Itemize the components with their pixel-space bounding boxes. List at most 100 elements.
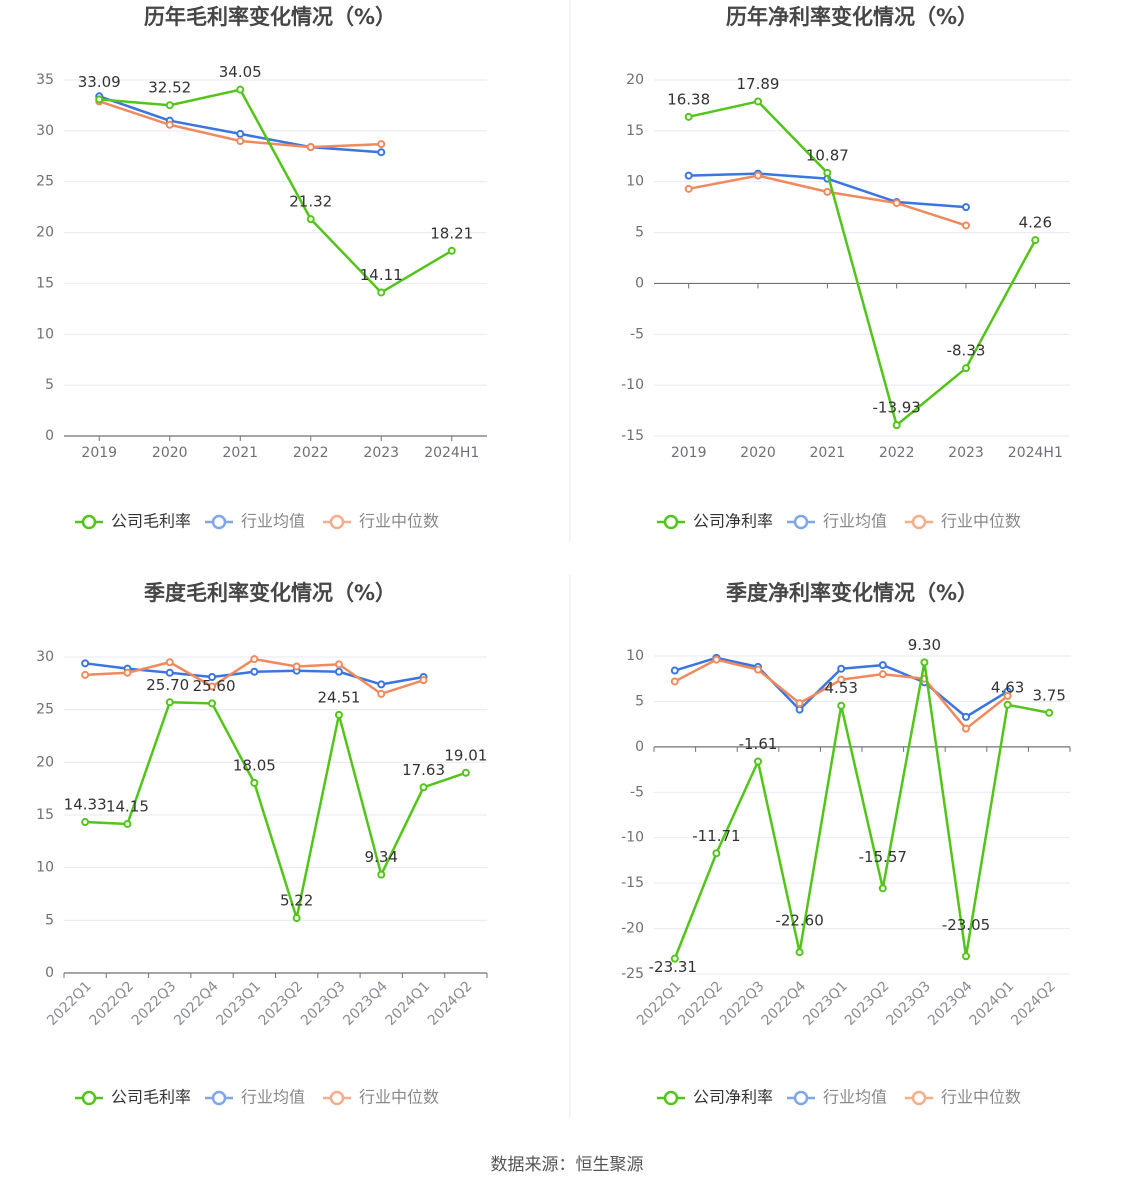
data-point [1045, 708, 1054, 717]
x-tick-label: 2022 [293, 445, 329, 461]
data-point [377, 148, 386, 157]
data-point [795, 948, 804, 957]
data-point [165, 658, 174, 667]
legend-marker [911, 1090, 927, 1106]
legend-item-3[interactable]: 行业中位数 [323, 512, 439, 531]
legend-marker [663, 1090, 679, 1106]
data-point [377, 680, 386, 689]
y-tick-label: 30 [36, 123, 54, 139]
x-tick-label: 2023 [948, 445, 984, 461]
data-label: 4.63 [991, 678, 1024, 696]
legend-item-2[interactable]: 行业均值 [205, 1088, 305, 1107]
data-point [837, 664, 846, 673]
y-tick-label: 15 [36, 807, 54, 823]
data-label: 5.22 [280, 892, 313, 910]
data-point [837, 701, 846, 710]
chart-panel-2: 历年净利率变化情况（%） -15 -10 -5 0 5 10 15 20 2019 2020 2021… [621, 5, 1070, 531]
data-point [292, 914, 301, 923]
data-point [962, 952, 970, 961]
legend-label: 行业均值 [241, 1088, 305, 1107]
legend-item-2[interactable]: 行业均值 [787, 512, 887, 531]
legend-marker [329, 514, 345, 530]
legend-item-1[interactable]: 公司净利率 [657, 1088, 773, 1107]
y-tick-label: 5 [45, 912, 54, 928]
data-label: -13.93 [872, 399, 920, 417]
data-point [208, 682, 217, 691]
chart-title: 季度毛利率变化情况（%） [144, 581, 396, 605]
data-point [712, 655, 721, 664]
y-tick-label: -10 [621, 377, 644, 393]
y-tick-label: 10 [626, 648, 644, 664]
legend-label: 公司净利率 [693, 512, 773, 531]
x-tick-label: 2023Q3 [298, 978, 349, 1029]
legend-item-1[interactable]: 公司净利率 [657, 512, 773, 531]
data-point [670, 677, 679, 686]
data-label: 17.89 [737, 75, 780, 93]
legend-item-2[interactable]: 行业均值 [787, 1088, 887, 1107]
legend-marker [329, 1090, 345, 1106]
legend-label: 行业均值 [823, 1088, 887, 1107]
y-tick-label: 10 [36, 326, 54, 342]
data-point [419, 676, 428, 685]
y-tick-label: 10 [36, 860, 54, 876]
legend-item-3[interactable]: 行业中位数 [323, 1088, 439, 1107]
data-point [754, 171, 762, 180]
x-tick-label: 2023Q4 [340, 978, 391, 1029]
data-point [306, 215, 315, 224]
data-point [419, 783, 428, 792]
y-tick-label: 5 [635, 225, 644, 241]
legend-label: 行业中位数 [941, 1088, 1021, 1107]
data-label: 24.51 [317, 688, 360, 706]
legend-item-3[interactable]: 行业中位数 [905, 512, 1021, 531]
data-label: 25.60 [193, 677, 236, 695]
data-label: 10.87 [806, 146, 849, 164]
data-label: -1.61 [739, 735, 778, 753]
x-tick-label: 2022Q1 [44, 978, 95, 1029]
legend-marker [911, 514, 927, 530]
data-label: 25.70 [146, 676, 189, 694]
data-label: 33.09 [78, 73, 121, 91]
y-tick-label: 0 [635, 275, 644, 291]
data-point [892, 199, 901, 208]
legend-marker [793, 1090, 809, 1106]
data-label: 9.30 [908, 636, 941, 654]
y-tick-label: 20 [36, 225, 54, 241]
data-point [81, 670, 90, 679]
data-label: -15.57 [859, 848, 907, 866]
legend-item-3[interactable]: 行业中位数 [905, 1088, 1021, 1107]
y-tick-label: 25 [36, 174, 54, 190]
legend-item-2[interactable]: 行业均值 [205, 512, 305, 531]
data-point [377, 140, 386, 149]
y-tick-label: -5 [630, 784, 644, 800]
data-label: 14.15 [106, 797, 149, 815]
x-tick-label: 2024Q2 [425, 978, 476, 1029]
data-point [962, 712, 970, 721]
data-label: 18.05 [233, 756, 276, 774]
data-label: 14.11 [360, 266, 403, 284]
series-line-1 [85, 701, 467, 920]
y-tick-label: -15 [621, 875, 644, 891]
data-point [165, 698, 174, 707]
legend-item-1[interactable]: 公司毛利率 [75, 512, 191, 531]
y-tick-label: -5 [630, 326, 644, 342]
data-label: 4.26 [1019, 214, 1052, 232]
y-tick-label: 25 [36, 702, 54, 718]
y-tick-label: 10 [626, 174, 644, 190]
legend-label: 行业均值 [823, 512, 887, 531]
series-line-3 [688, 174, 967, 227]
x-tick-label: 2022Q4 [759, 978, 810, 1029]
legend-marker [793, 514, 809, 530]
legend-marker [663, 514, 679, 530]
x-tick-label: 2023Q2 [256, 978, 307, 1029]
data-label: 34.05 [219, 63, 262, 81]
x-tick-label: 2022Q1 [634, 978, 685, 1029]
chart-title: 历年净利率变化情况（%） [726, 5, 978, 29]
x-tick-label: 2021 [810, 445, 846, 461]
data-point [81, 659, 90, 668]
data-label: -22.60 [775, 912, 823, 930]
legend-item-1[interactable]: 公司毛利率 [75, 1088, 191, 1107]
legend-marker [81, 514, 97, 530]
data-point [250, 655, 259, 664]
y-tick-label: 15 [36, 275, 54, 291]
x-tick-label: 2022Q3 [717, 978, 768, 1029]
